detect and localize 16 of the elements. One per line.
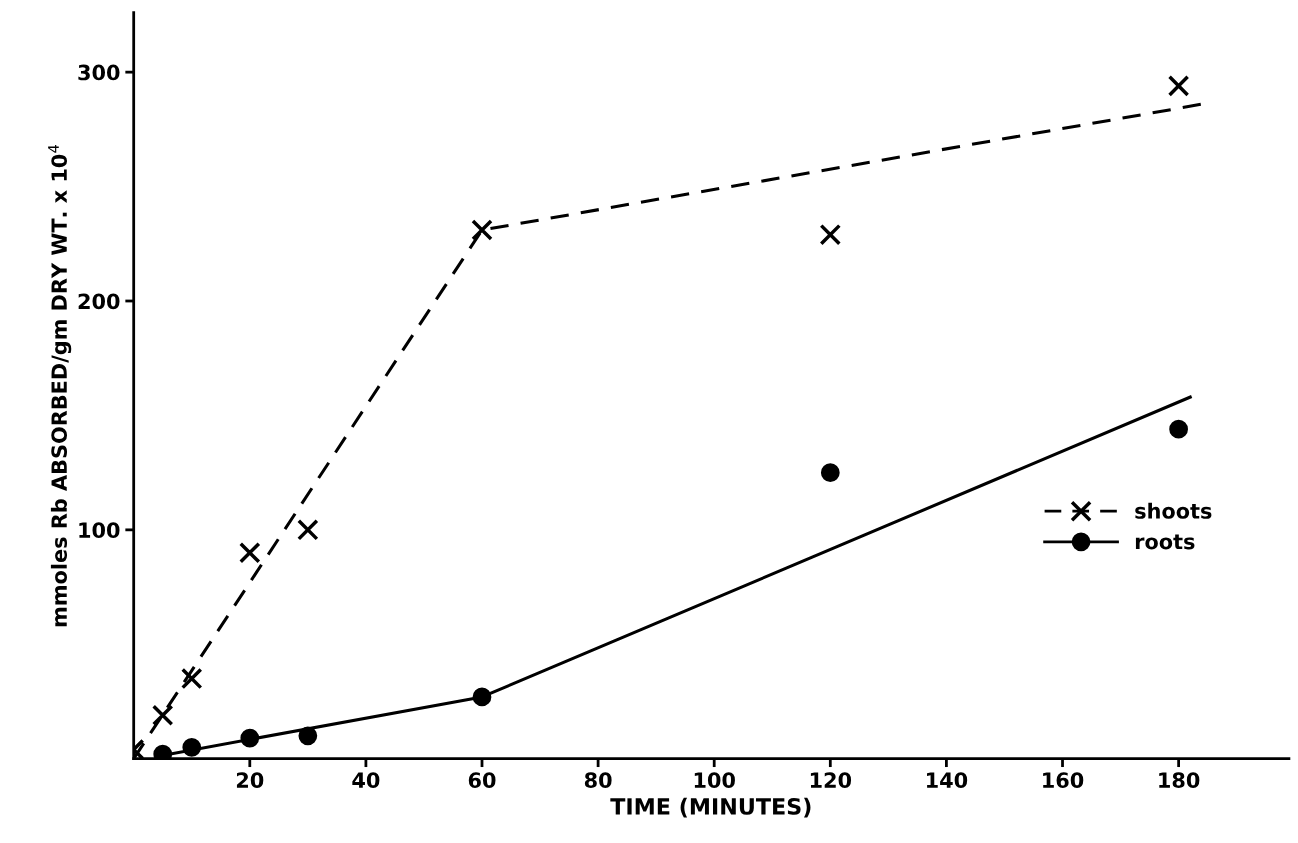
y-tick-label: 300	[78, 64, 120, 81]
x-tick-label: 120	[810, 772, 852, 789]
x-tick-label: 140	[927, 772, 968, 789]
y-tick-label: 200	[78, 293, 120, 310]
x-tick-label: 20	[236, 772, 264, 789]
x-tick-label: 80	[584, 772, 612, 789]
x-tick-label: 180	[1159, 772, 1200, 789]
legend-label: roots	[1135, 534, 1195, 550]
x-tick-label: 40	[352, 772, 380, 789]
y-axis-title: mmoles Rb ABSORBED/gm DRY WT. x 10$^{4}$	[48, 144, 72, 627]
x-tick-label: 100	[694, 772, 735, 789]
x-tick-label: 160	[1043, 772, 1084, 789]
legend-label: shoots	[1135, 502, 1212, 519]
x-axis-title: TIME (MINUTES)	[610, 797, 811, 818]
x-tick-label: 60	[468, 772, 496, 789]
y-tick-label: 100	[79, 522, 120, 539]
